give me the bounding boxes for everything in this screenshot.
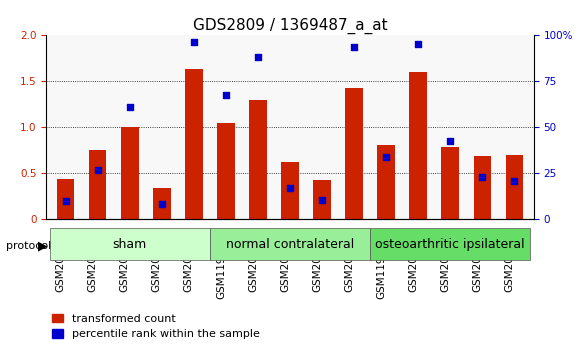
Bar [506,155,523,219]
Point [510,178,519,184]
Bar [281,162,299,219]
Bar [185,69,202,219]
Bar [153,188,171,219]
Text: sham: sham [113,238,147,251]
Point [478,174,487,180]
FancyBboxPatch shape [210,228,370,260]
Title: GDS2809 / 1369487_a_at: GDS2809 / 1369487_a_at [193,18,387,34]
Bar [121,127,139,219]
Point [93,167,102,173]
Bar [345,88,363,219]
FancyBboxPatch shape [50,228,210,260]
Point [61,198,70,204]
Text: osteoarthritic ipsilateral: osteoarthritic ipsilateral [375,238,525,251]
Bar [441,147,459,219]
Point [317,197,327,203]
Bar [249,100,267,219]
Bar [473,156,491,219]
Point [350,45,359,50]
Point [445,138,455,144]
Bar [313,180,331,219]
FancyBboxPatch shape [370,228,530,260]
Text: ▶: ▶ [38,240,48,252]
Bar [217,123,235,219]
Text: protocol: protocol [6,241,51,251]
Point [189,39,198,45]
Bar [89,149,107,219]
Point [285,185,295,191]
Point [382,154,391,160]
Point [253,54,263,59]
Point [125,104,135,110]
Bar [409,72,427,219]
Point [157,201,166,207]
Point [414,41,423,46]
Point [221,92,230,98]
Bar [57,179,74,219]
Legend: transformed count, percentile rank within the sample: transformed count, percentile rank withi… [52,314,260,339]
Text: normal contralateral: normal contralateral [226,238,354,251]
Bar [378,145,395,219]
